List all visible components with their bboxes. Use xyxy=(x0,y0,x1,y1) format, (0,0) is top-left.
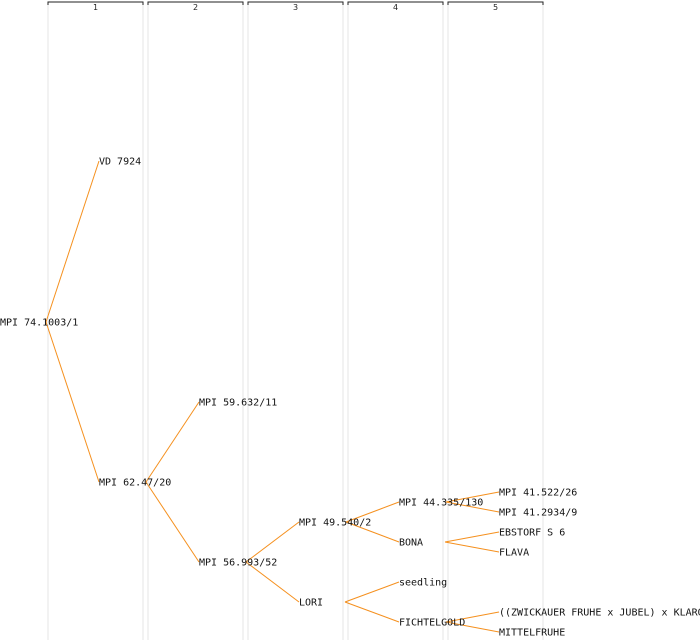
generation-label: 2 xyxy=(193,3,198,12)
edge-n8-n13 xyxy=(445,501,500,513)
edge-n7-n10 xyxy=(344,581,400,603)
generation-bracket xyxy=(247,1,344,5)
node-n4: MPI 59.632/11 xyxy=(199,398,277,409)
node-n13: MPI 41.2934/9 xyxy=(499,508,577,519)
edge-n6-n8 xyxy=(345,501,400,523)
generation-header-2: 2 xyxy=(147,1,244,640)
node-n12: MPI 41.522/26 xyxy=(499,488,577,499)
edge-n3-n5 xyxy=(145,481,200,563)
node-n9: BONA xyxy=(399,538,423,549)
node-n2: VD 7924 xyxy=(99,157,141,168)
generation-bracket xyxy=(147,1,244,5)
edge-n5-n6 xyxy=(245,521,300,563)
generation-bracket xyxy=(47,1,144,5)
edge-n1-n2 xyxy=(45,160,100,323)
edge-n8-n12 xyxy=(445,491,500,503)
edge-n6-n9 xyxy=(345,521,400,543)
edge-n11-n16 xyxy=(445,611,500,623)
edge-n5-n7 xyxy=(245,561,300,603)
node-n1: MPI 74.1003/1 xyxy=(0,318,78,329)
node-n10: seedling xyxy=(399,578,447,589)
node-n11: FICHTELGOLD xyxy=(399,618,465,629)
edge-n7-n11 xyxy=(344,601,400,623)
edge-n3-n4 xyxy=(145,401,200,483)
node-n5: MPI 56.993/52 xyxy=(199,558,277,569)
node-n17: MITTELFRUHE xyxy=(499,628,565,639)
generation-label: 3 xyxy=(293,3,298,12)
node-n3: MPI 62.47/20 xyxy=(99,478,171,489)
generation-header-1: 1 xyxy=(47,1,144,640)
generation-header-5: 5 xyxy=(447,1,544,640)
node-n7: LORI xyxy=(299,598,323,609)
node-n15: FLAVA xyxy=(499,548,529,559)
generation-bracket xyxy=(347,1,444,5)
node-n8: MPI 44.335/130 xyxy=(399,498,483,509)
generation-bracket xyxy=(447,1,544,5)
node-n6: MPI 49.540/2 xyxy=(299,518,371,529)
generation-header-3: 3 xyxy=(247,1,344,640)
edge-n1-n3 xyxy=(45,321,100,483)
generation-header-4: 4 xyxy=(347,1,444,640)
node-n14: EBSTORF S 6 xyxy=(499,528,565,539)
node-n16: ((ZWICKAUER FRUHE x JUBEL) x KLARO xyxy=(499,608,700,619)
edge-n9-n14 xyxy=(444,531,500,543)
edge-n11-n17 xyxy=(445,621,500,633)
generation-label: 4 xyxy=(393,3,398,12)
generation-label: 1 xyxy=(93,3,98,12)
generation-label: 5 xyxy=(493,3,498,12)
edge-n9-n15 xyxy=(444,541,500,553)
